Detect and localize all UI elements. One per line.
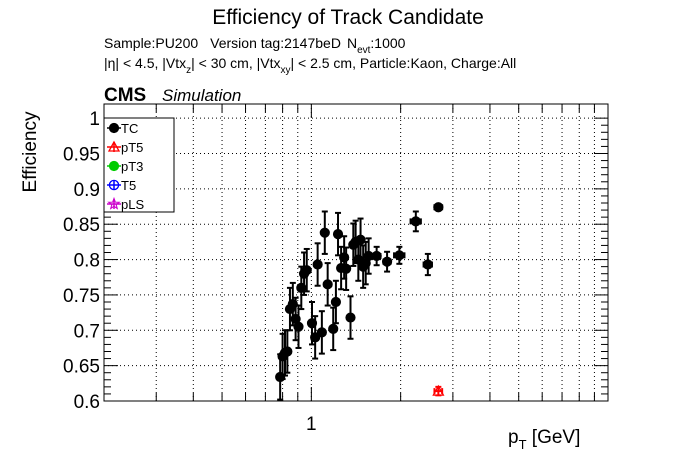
marker-tc (422, 259, 433, 270)
chart-title: Efficiency of Track Candidate (212, 6, 484, 29)
x-tick-label: 1 (306, 414, 317, 435)
legend-entry-t5: T5 (107, 178, 136, 193)
subtitle-nevt-value: :1000 (370, 35, 405, 51)
marker-tc (310, 332, 321, 343)
data-point-tc (282, 329, 293, 374)
legend-label: pLS (121, 197, 144, 212)
data-point-tc (393, 245, 406, 265)
subtitle-rest: | < 2.5 cm, Particle:Kaon, Charge:All (290, 55, 516, 71)
subtitle-sub-z: z (186, 65, 191, 76)
marker-tc (312, 259, 323, 270)
subtitle-eta: |η| < 4.5, |Vtx (104, 55, 186, 71)
data-point-tc (301, 247, 312, 293)
data-point-tc (409, 210, 422, 233)
subtitle-nevt-symbol: N (347, 35, 357, 51)
x-axis-title-sub: T (519, 437, 527, 452)
legend-label: pT5 (121, 140, 143, 155)
data-point-tc (345, 295, 356, 340)
data-point-tc (293, 304, 304, 349)
marker-tc (328, 323, 339, 334)
data-point-tc (330, 279, 342, 325)
x-tick-labels: 1 (306, 414, 317, 435)
marker-tc (316, 327, 327, 338)
y-tick-label: 0.8 (74, 251, 100, 272)
data-point-tc (371, 245, 382, 267)
data-point-tc (363, 237, 374, 275)
marker-tc (322, 279, 333, 290)
data-point-tc (316, 310, 327, 355)
subtitle-sub-xy: xy (280, 65, 290, 76)
legend-marker-tc (108, 122, 120, 134)
y-tick-labels: 0.6 0.65 0.7 0.75 0.8 0.85 0.9 0.95 1 (63, 109, 100, 413)
data-point-tc (433, 202, 444, 213)
marker-tc (371, 250, 382, 262)
marker-tc (301, 265, 312, 276)
legend-entry-tc: TC (107, 121, 138, 136)
y-axis-title: Efficiency (20, 111, 41, 192)
subtitle-sample: Sample:PU200 (104, 35, 198, 51)
marker-tc (293, 321, 304, 332)
legend-entry-pt3: pT3 (107, 159, 143, 174)
data-point-tc (312, 242, 323, 287)
marker-tc (345, 312, 356, 323)
legend-label: pT3 (121, 159, 143, 174)
marker-tc (410, 216, 421, 227)
series-tc (275, 202, 444, 401)
marker-tc (341, 263, 352, 274)
subtitle-line-2: |η| < 4.5, |Vtxz| < 30 cm, |Vtxxy| < 2.5… (104, 55, 516, 76)
marker-tc (433, 202, 444, 213)
marker-tc (381, 256, 393, 267)
legend-marker-pt5 (107, 140, 121, 152)
y-tick-label: 1 (89, 109, 100, 130)
data-point-tc (310, 315, 321, 360)
legend-entry-pt5: pT5 (107, 140, 143, 155)
marker-tc (332, 229, 344, 240)
simulation-label: Simulation (162, 86, 241, 105)
data-point-tc (322, 262, 333, 307)
marker-tc (355, 234, 366, 245)
marker-tc (394, 250, 405, 261)
subtitle-line-1: Sample:PU200 Version tag:2147beD Nevt:1000 (104, 35, 406, 56)
y-tick-label: 0.7 (74, 321, 100, 342)
data-point-tc (422, 252, 433, 277)
marker-pt5 (432, 384, 445, 396)
y-tick-label: 0.95 (63, 145, 100, 166)
x-axis-title-unit: [GeV] (527, 427, 581, 448)
subtitle-mid: | < 30 cm, |Vtx (191, 55, 280, 71)
y-tick-label: 0.75 (63, 286, 100, 307)
subtitle-nevt-sub: evt (357, 45, 371, 56)
y-tick-label: 0.85 (63, 215, 100, 236)
cms-label: CMS (104, 85, 146, 106)
marker-tc (339, 252, 350, 263)
legend-label: T5 (121, 178, 136, 193)
series-pt5 (432, 384, 445, 397)
data-points (275, 202, 445, 401)
legend-label: TC (121, 121, 138, 136)
marker-tc (319, 227, 330, 238)
y-tick-label: 0.65 (63, 357, 100, 378)
legend-marker-pls (107, 196, 121, 210)
subtitle-version: Version tag:2147beD (210, 35, 341, 51)
legend: TC pT5 pT3 T5 pLS (103, 117, 175, 213)
x-axis-title: pT [GeV] (508, 427, 580, 452)
x-axis-title-main: p (508, 427, 519, 448)
data-point-tc (319, 210, 330, 255)
legend-marker-pt3 (108, 160, 120, 172)
axis-ticks (103, 104, 608, 402)
data-point-pt5 (432, 384, 445, 397)
legend-marker-t5 (108, 179, 120, 191)
y-tick-label: 0.6 (74, 392, 100, 413)
legend-entry-pls: pLS (107, 196, 144, 212)
marker-tc (330, 296, 342, 308)
data-point-tc (381, 250, 393, 273)
y-tick-label: 0.9 (74, 180, 100, 201)
data-point-tc (341, 246, 352, 291)
marker-tc (282, 346, 293, 357)
data-point-tc (332, 211, 344, 257)
